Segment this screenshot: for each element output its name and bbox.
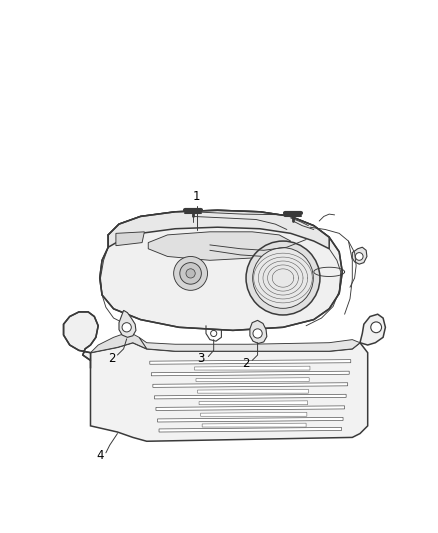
Polygon shape [91,332,147,353]
Polygon shape [158,417,343,422]
Polygon shape [100,210,342,330]
Polygon shape [108,210,329,249]
Polygon shape [116,232,145,246]
Polygon shape [64,312,98,360]
Polygon shape [119,310,136,337]
Polygon shape [156,406,345,410]
Polygon shape [139,337,360,351]
Polygon shape [194,366,310,370]
Circle shape [246,241,320,315]
Text: 3: 3 [197,352,205,365]
Circle shape [355,253,363,260]
Text: 4: 4 [96,449,103,462]
Polygon shape [148,232,291,260]
Polygon shape [91,343,367,441]
Polygon shape [352,247,367,264]
Text: 1: 1 [193,190,201,203]
Polygon shape [250,320,267,343]
Polygon shape [202,423,306,427]
Circle shape [180,263,201,284]
Circle shape [122,322,131,332]
Circle shape [371,322,381,333]
Text: 2: 2 [242,357,250,370]
Polygon shape [151,371,349,376]
Text: 2: 2 [108,352,115,365]
Circle shape [253,248,313,308]
Polygon shape [198,389,308,393]
Circle shape [253,329,262,338]
Polygon shape [201,413,307,416]
Polygon shape [159,427,342,432]
Circle shape [173,256,208,290]
Polygon shape [360,314,385,345]
Circle shape [211,330,217,336]
Polygon shape [196,378,309,382]
Polygon shape [153,383,348,387]
Polygon shape [150,360,351,364]
Polygon shape [199,401,307,405]
Circle shape [186,269,195,278]
Polygon shape [155,394,346,399]
